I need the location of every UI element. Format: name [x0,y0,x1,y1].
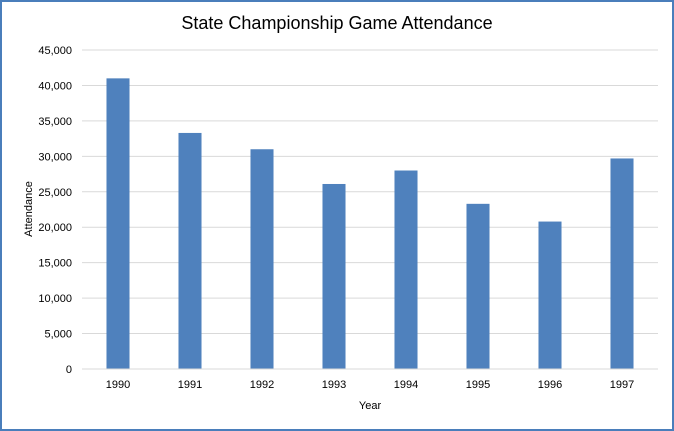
x-tick-label: 1993 [322,379,346,391]
y-tick-label: 30,000 [38,151,72,163]
bar-1994 [394,170,418,369]
x-axis-ticks: 1990 1991 1992 1993 1994 1995 1996 1997 [106,379,634,391]
x-axis-label: Year [359,400,382,412]
y-tick-label: 10,000 [38,293,72,305]
x-tick-label: 1990 [106,379,130,391]
y-tick-label: 25,000 [38,187,72,199]
bar-1995 [466,203,490,369]
y-axis-label: Attendance [23,181,35,237]
bar-1996 [538,221,562,369]
y-tick-label: 45,000 [38,45,72,57]
y-tick-label: 40,000 [38,80,72,92]
y-tick-label: 20,000 [38,222,72,234]
y-tick-label: 15,000 [38,258,72,270]
x-tick-label: 1997 [610,379,634,391]
bar-1991 [178,132,202,369]
bar-1990 [106,78,130,369]
bar-1992 [250,149,274,369]
gridlines [82,49,658,335]
y-tick-label: 35,000 [38,116,72,128]
x-tick-label: 1991 [178,379,202,391]
x-tick-label: 1994 [394,379,418,391]
bar-1993 [322,183,346,369]
bar-1997 [610,158,634,369]
bars [106,78,634,369]
x-tick-label: 1995 [466,379,490,391]
y-tick-label: 0 [66,364,72,376]
x-tick-label: 1992 [250,379,274,391]
x-tick-label: 1996 [538,379,562,391]
chart-title: State Championship Game Attendance [181,13,492,33]
y-tick-label: 5,000 [44,329,72,341]
y-axis-ticks: 0 5,000 10,000 15,000 20,000 25,000 30,000 35,0… [38,45,72,376]
